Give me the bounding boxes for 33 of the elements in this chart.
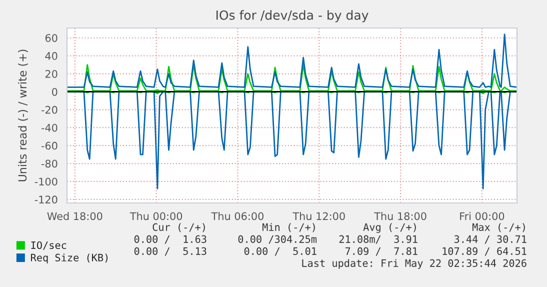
text: 21.08m/ 3.91 <box>339 235 418 244</box>
y-tick-label: -40 <box>41 124 58 132</box>
text: 7.09 / 7.81 <box>345 247 418 256</box>
text: 0.00 / 5.01 <box>244 247 316 256</box>
x-tick-label: Thu 18:00 <box>374 212 426 220</box>
text: 107.89 / 64.51 <box>442 247 526 256</box>
x-tick-label: Fri 00:00 <box>460 212 504 220</box>
y-tick-label: -80 <box>41 160 58 168</box>
y-tick-label: 0 <box>52 88 58 96</box>
y-tick-label: -100 <box>34 178 58 186</box>
y-tick-label: -20 <box>41 106 58 114</box>
text: 0.00 / 5.13 <box>134 247 206 256</box>
x-tick-label: Thu 06:00 <box>211 212 264 220</box>
y-tick-label: 40 <box>45 52 58 60</box>
text: 0.00 /304.25m <box>238 235 317 244</box>
y-tick-label: 60 <box>45 34 58 42</box>
y-tick-label: -60 <box>41 142 58 150</box>
text: 0.00 / 1.63 <box>134 235 206 244</box>
y-tick-label: -120 <box>34 196 58 204</box>
y-axis-title: Units read (-) / write (+) <box>18 50 28 182</box>
text: 3.44 / 30.71 <box>454 235 526 244</box>
x-tick-label: Thu 00:00 <box>130 212 182 220</box>
x-tick-label: Thu 12:00 <box>292 212 345 220</box>
text: Cur (-/+) <box>152 223 205 232</box>
legend-label: IO/sec <box>31 241 66 250</box>
y-tick-label: 20 <box>45 70 58 78</box>
text: Min (-/+) <box>262 223 315 232</box>
x-tick-label: Wed 18:00 <box>47 212 102 220</box>
legend-label: Req Size (KB) <box>31 254 108 264</box>
chart-title: IOs for /dev/sda - by day <box>216 10 368 22</box>
text: Avg (-/+) <box>363 223 416 233</box>
text: Last update: Fri May 22 02:35:44 2026 <box>302 259 526 269</box>
text: Max (-/+) <box>472 223 525 232</box>
